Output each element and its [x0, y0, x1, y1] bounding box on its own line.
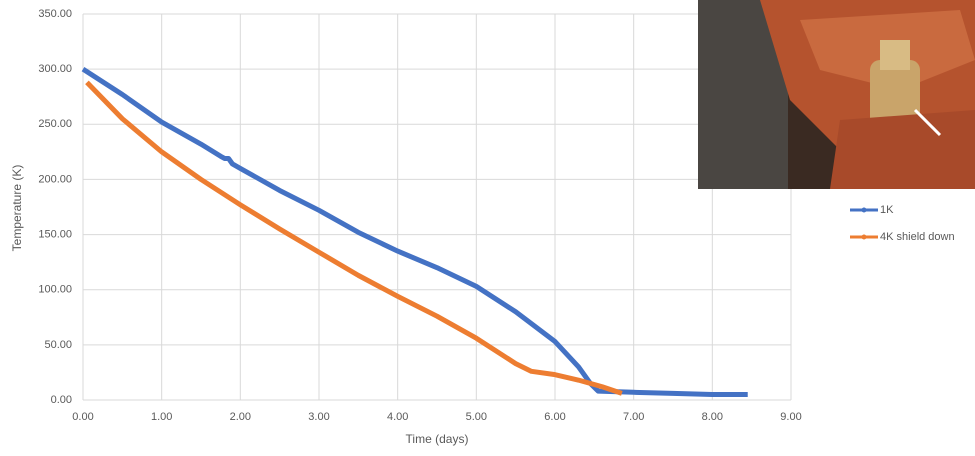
x-tick-label: 9.00: [780, 411, 801, 423]
x-tick-label: 4.00: [387, 411, 408, 423]
x-tick-label: 7.00: [623, 411, 644, 423]
y-tick-label: 50.00: [44, 339, 72, 351]
x-tick-label: 0.00: [72, 411, 93, 423]
x-tick-label: 2.00: [230, 411, 251, 423]
legend-marker: [862, 208, 867, 213]
series-line: [83, 69, 748, 394]
y-tick-label: 200.00: [38, 173, 72, 185]
legend-marker: [862, 235, 867, 240]
y-tick-label: 300.00: [38, 63, 72, 75]
x-tick-label: 3.00: [308, 411, 329, 423]
y-tick-label: 250.00: [38, 118, 72, 130]
x-tick-label: 1.00: [151, 411, 172, 423]
legend-label: 4K shield down: [880, 231, 955, 243]
y-tick-label: 0.00: [51, 394, 72, 406]
chart: Temperature (K) Time (days) 0.00 50.00 100…: [0, 0, 975, 451]
x-axis-label: Time (days): [406, 432, 469, 446]
y-tick-label: 150.00: [38, 228, 72, 240]
x-tick-label: 5.00: [466, 411, 487, 423]
y-tick-label: 100.00: [38, 284, 72, 296]
x-tick-label: 8.00: [702, 411, 723, 423]
x-tick-label: 6.00: [544, 411, 565, 423]
legend-label: 1K: [880, 204, 894, 216]
y-tick-label: 350.00: [38, 8, 72, 20]
inset-photo: [698, 0, 975, 189]
y-axis-label: Temperature (K): [10, 165, 24, 252]
series-line: [87, 82, 622, 393]
